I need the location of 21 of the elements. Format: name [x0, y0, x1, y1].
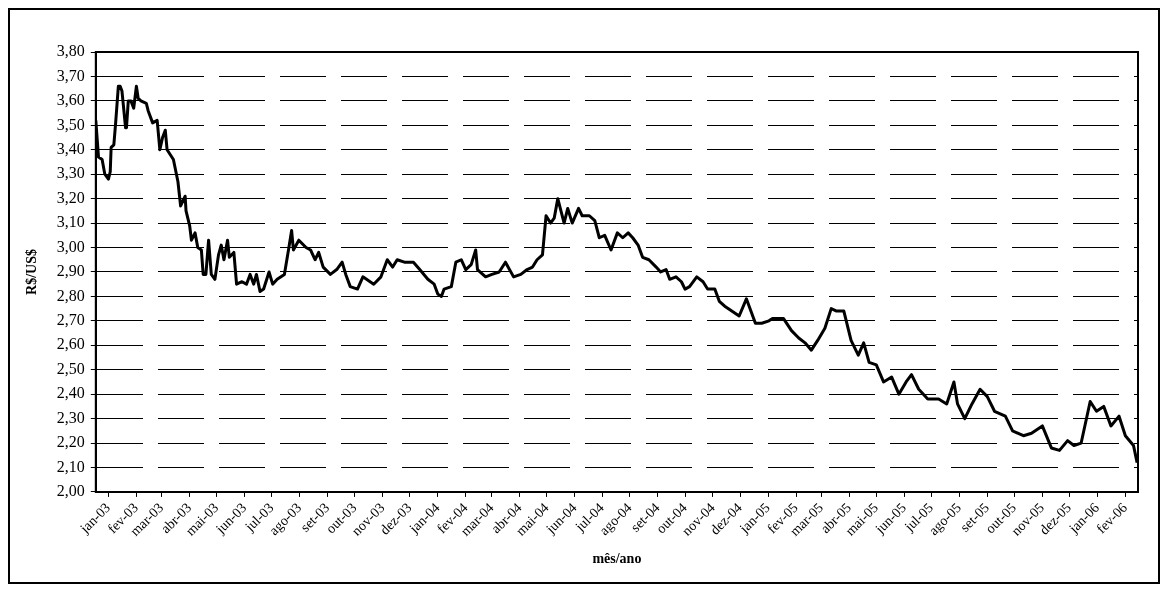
y-tick-label: 3,70: [56, 66, 85, 84]
y-tick-label: 2,60: [56, 335, 85, 353]
y-tick-label: 2,50: [56, 359, 85, 377]
y-tick-label: 3,80: [56, 42, 85, 60]
y-tick-label: 2,30: [56, 408, 85, 426]
y-tick-label: 2,00: [56, 482, 85, 500]
y-axis-title: R$/US$: [24, 249, 40, 295]
y-tick-label: 3,40: [56, 139, 85, 157]
y-tick-label: 3,00: [56, 237, 85, 255]
y-tick-label: 2,80: [56, 286, 85, 304]
y-tick-label: 2,40: [56, 384, 85, 402]
y-tick-label: 3,60: [56, 91, 85, 109]
y-tick-label: 2,10: [56, 457, 85, 475]
x-axis-title: mês/ano: [592, 551, 642, 567]
y-tick-label: 3,30: [56, 164, 85, 182]
y-tick-label: 3,50: [56, 115, 85, 133]
y-tick-label: 2,70: [56, 311, 85, 329]
y-tick-label: 3,20: [56, 188, 85, 206]
y-tick-label: 3,10: [56, 213, 85, 231]
y-tick-label: 2,90: [56, 262, 85, 280]
y-tick-label: 2,20: [56, 433, 85, 451]
